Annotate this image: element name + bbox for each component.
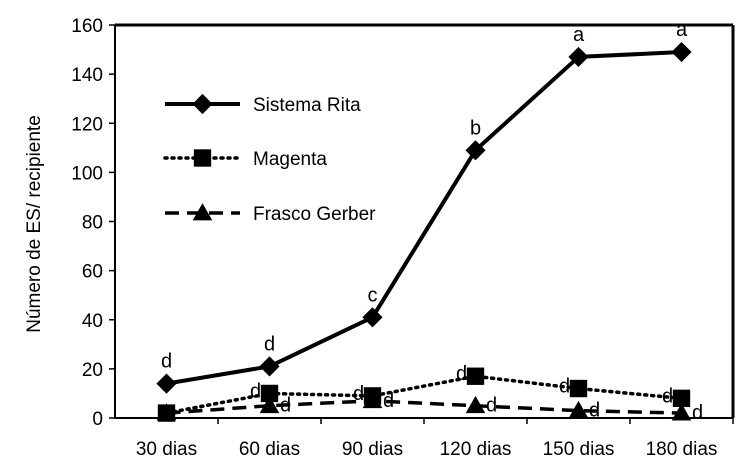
x-tick-label: 90 dias: [342, 439, 403, 460]
data-point: [259, 356, 280, 377]
legend-item: Sistema Rita: [165, 93, 361, 116]
significance-label: d: [161, 351, 172, 373]
data-point: [156, 403, 177, 421]
significance-label: d: [559, 376, 570, 398]
significance-label: a: [676, 19, 688, 41]
axes: 0 20 40 60 80 100 120 140 160 30 dias 60 dias 90 di…: [71, 16, 735, 460]
significance-label: d: [383, 390, 394, 412]
series-line: [164, 374, 684, 415]
significance-label: d: [662, 385, 673, 407]
y-tick-label: 0: [92, 409, 103, 430]
significance-label: d: [589, 400, 600, 422]
data-point: [465, 140, 486, 161]
y-tick-label: 160: [71, 16, 103, 37]
series-line: [166, 399, 682, 415]
significance-label: d: [456, 363, 467, 385]
significance-label: c: [368, 284, 378, 306]
y-tick-label: 120: [71, 114, 103, 135]
legend-item: Magenta: [163, 149, 327, 170]
data-point: [465, 395, 486, 414]
x-tick-label: 120 dias: [440, 439, 512, 460]
y-tick-label: 140: [71, 65, 103, 86]
significance-label: d: [353, 383, 364, 405]
data-point: [260, 384, 279, 403]
y-tick-label: 20: [82, 360, 103, 381]
significance-label: a: [573, 24, 585, 46]
legend-marker: [192, 93, 213, 115]
y-tick-label: 40: [82, 311, 103, 332]
x-tick-label: 60 dias: [239, 439, 300, 460]
data-point: [672, 389, 691, 408]
y-tick-label: 100: [71, 163, 103, 184]
data-point: [568, 400, 589, 418]
legend-label: Magenta: [253, 149, 327, 170]
significance-label: d: [264, 333, 275, 355]
legend: Sistema Rita Magenta Frasco Gerber: [163, 93, 376, 225]
significance-label: d: [486, 395, 497, 417]
y-tick-label: 80: [82, 213, 103, 234]
y-axis-title: Número de ES/ recipiente: [24, 115, 45, 333]
data-point: [569, 379, 588, 398]
data-point: [156, 373, 177, 394]
data-point: [568, 46, 589, 68]
legend-marker: [192, 203, 213, 221]
series-sistema-rita: d d c b a a: [156, 19, 692, 394]
data-point: [671, 41, 692, 63]
x-tick-label: 30 dias: [136, 439, 197, 460]
significance-label: d: [250, 380, 261, 402]
series-line: [166, 50, 682, 386]
legend-label: Sistema Rita: [253, 95, 361, 116]
y-tick-label: 60: [82, 262, 103, 283]
data-point: [671, 403, 692, 421]
data-point: [362, 391, 383, 409]
data-point: [259, 395, 280, 414]
significance-label: d: [692, 402, 703, 424]
x-tick-label: 150 dias: [543, 439, 615, 460]
legend-marker: [193, 149, 212, 167]
significance-label: b: [470, 117, 481, 139]
data-point: [362, 307, 383, 328]
data-point: [466, 367, 485, 385]
significance-label: d: [280, 395, 291, 417]
legend-item: Frasco Gerber: [165, 203, 376, 225]
x-tick-label: 180 dias: [646, 439, 718, 460]
legend-label: Frasco Gerber: [253, 204, 376, 225]
